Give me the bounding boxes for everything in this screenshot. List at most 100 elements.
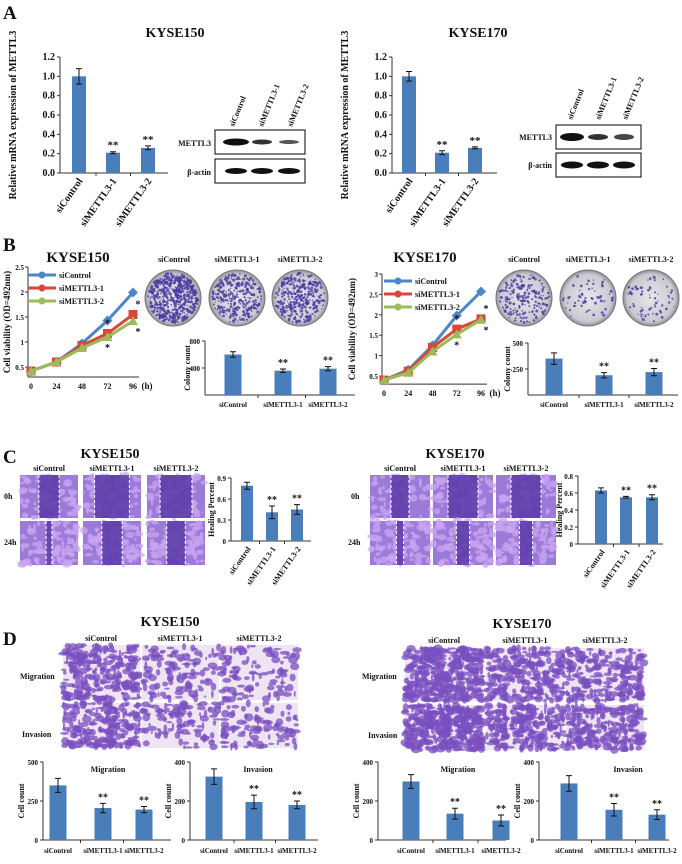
error-bar: [244, 481, 250, 490]
lane-label: siControl: [566, 87, 587, 121]
error-bar: [325, 366, 331, 372]
chart-A-KYSE170: 0.00.20.40.60.81.01.2siControl**siMETTL3…: [340, 26, 508, 229]
y-tick-label: 0.4: [564, 507, 573, 515]
significance-marker: **: [323, 356, 333, 367]
error-bar: [654, 809, 660, 821]
y-axis-label: Cell viability (OD=492nm): [347, 278, 357, 380]
micrograph-image: [429, 472, 498, 520]
x-tick-label: siMETTL3-1: [584, 401, 624, 409]
x-tick-label: siControl: [384, 176, 416, 215]
row-label: Migration: [362, 672, 397, 681]
blot-band: [588, 134, 608, 140]
lane-label: siMETTL3-2: [621, 76, 646, 121]
legend-label: siMETTL3-2: [415, 303, 460, 312]
y-axis-label: Healing Percent: [555, 482, 564, 537]
x-tick-label: 0: [29, 382, 33, 391]
legend-label: siMETTL3-1: [415, 290, 460, 299]
column-label: siMETTL3-1: [441, 464, 486, 473]
data-point-triangle: [51, 357, 62, 366]
lane-label: siMETTL3-1: [594, 76, 619, 121]
bar-siControl: [545, 358, 563, 395]
error-bar: [472, 146, 478, 150]
micrograph-image: [401, 644, 487, 705]
chart-B-KYSE150-colony: 400 800 siControl ** siMETTL3-1 ** siMETTL3-2 C…: [183, 338, 355, 409]
blot-band: [614, 134, 634, 140]
y-tick-label: 0.6: [375, 110, 388, 121]
chart-A-KYSE150: 0.0 0.2 0.4 0.6 0.8 1.0 1.2 siControl ** siMETTL3…: [8, 26, 205, 229]
row-label: 0h: [351, 492, 360, 501]
error-bar: [280, 368, 286, 373]
bar-siControl: [241, 485, 253, 541]
chart-B-KYSE170-viability: 0.5 1 1.5 2 2.5 3 0 24 48 72 96 (h) Cell viability (…: [347, 250, 501, 398]
legend-item: siControl: [28, 271, 92, 280]
y-tick-label: 0.2: [375, 149, 388, 160]
lane-label: siMETTL3-2: [286, 83, 311, 128]
bar-siMETTL3-2: [291, 509, 303, 541]
significance-marker: **: [292, 494, 302, 505]
x-tick-label: 96: [129, 382, 137, 391]
y-tick-label: 400: [175, 759, 186, 767]
x-tick-label: siMETTL3-2: [481, 847, 521, 855]
blot-band: [561, 161, 583, 169]
blot-band: [560, 133, 584, 141]
significance-marker: **: [437, 139, 449, 151]
x-tick-label: 72: [104, 382, 112, 391]
micrograph-image: [82, 471, 142, 520]
y-tick-label: 250: [513, 366, 524, 374]
y-axis-label: Colony count: [183, 345, 192, 391]
x-axis-label: (h): [490, 388, 501, 398]
significance-marker: **: [108, 140, 120, 152]
error-bar: [651, 367, 657, 377]
bar-siMETTL3-1: [620, 497, 632, 544]
micrograph-image: [493, 517, 560, 568]
y-tick-label: 0: [35, 837, 39, 845]
dish-label: siMETTL3-2: [629, 255, 674, 264]
x-tick-label: siMETTL3-1: [234, 847, 274, 855]
column-label: siMETTL3-1: [503, 636, 548, 645]
micrograph-image: [562, 702, 648, 754]
x-tick-label: siMETTL3-2: [308, 401, 348, 409]
y-tick-label: 400: [190, 365, 201, 373]
y-axis-label: Cell viability (OD=492nm): [2, 271, 12, 373]
legend-label: siMETTL3-1: [59, 284, 104, 293]
image-layer: [17, 269, 680, 754]
chart-C-KYSE150-healing: 00.30.60.9siControl**siMETTL3-1**siMETTL…: [207, 475, 311, 587]
micrograph-image: [144, 519, 206, 567]
y-axis-label: Cell count: [164, 783, 173, 818]
column-label: siControl: [85, 634, 118, 643]
error-bar: [611, 803, 617, 817]
column-label: siMETTL3-2: [583, 636, 628, 645]
y-tick-label: 0.4: [43, 129, 56, 140]
data-point-triangle: [26, 366, 36, 375]
row-label: Migration: [20, 672, 55, 681]
legend-item: siControl: [384, 277, 448, 286]
y-tick-label: 2.5: [15, 264, 24, 272]
column-label: siControl: [33, 464, 66, 473]
micrograph-image: [400, 702, 488, 754]
error-bar: [55, 777, 61, 793]
column-label: siControl: [384, 464, 417, 473]
column-label: siMETTL3-2: [154, 464, 199, 473]
error-bar: [110, 151, 116, 155]
y-tick-label: 2: [375, 312, 379, 320]
western-blot-kyse150: siControl siMETTL3-1 siMETTL3-2 METTL3 β…: [178, 83, 311, 184]
data-point-triangle: [403, 367, 414, 377]
error-bar: [566, 775, 572, 792]
significance-marker: *: [105, 319, 110, 330]
chart-title: Migration: [441, 765, 476, 774]
x-tick-label: 24: [53, 382, 61, 391]
bar-siMETTL3-1: [446, 813, 464, 840]
data-point-triangle: [379, 375, 389, 385]
bar-siMETTL3-1: [595, 375, 613, 395]
bar-siControl: [402, 781, 420, 840]
blot-band: [587, 161, 609, 169]
data-point-square: [128, 310, 138, 319]
micrograph-image: [367, 518, 432, 568]
significance-marker: **: [139, 795, 149, 806]
x-tick-label: siControl: [227, 544, 253, 576]
blot-band: [613, 161, 635, 169]
significance-marker: **: [267, 495, 277, 506]
column-label: siMETTL3-1: [158, 634, 203, 643]
western-blot-kyse170: siControl siMETTL3-1 siMETTL3-2 METTL3 β…: [519, 76, 646, 178]
